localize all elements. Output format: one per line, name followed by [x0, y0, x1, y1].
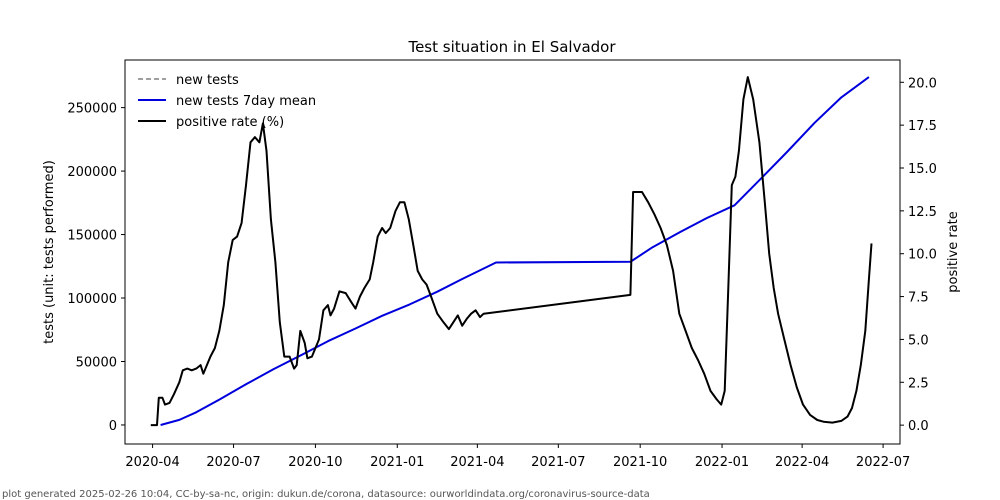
y-right-tick-label: 2.5	[908, 376, 929, 391]
legend-label: positive rate (%)	[176, 115, 284, 130]
x-tick-label: 2020-07	[206, 455, 260, 470]
y-tick-label: 150000	[67, 229, 117, 244]
footer-note: plot generated 2025-02-26 10:04, CC-by-s…	[2, 489, 650, 500]
y-tick-label: 100000	[67, 292, 117, 307]
series-line-2	[150, 76, 873, 427]
y-right-tick-label: 17.5	[908, 119, 937, 134]
x-tick-label: 2022-01	[695, 455, 749, 470]
plot-frame	[124, 59, 901, 445]
y-axis: 0 50000 100000 150000 200000 250000	[67, 102, 125, 434]
x-tick-label: 2021-04	[450, 455, 504, 470]
legend: new tests new tests 7day mean positive rat…	[138, 73, 316, 130]
series-layer	[150, 76, 873, 427]
y-right-tick-label: 12.5	[908, 205, 937, 220]
y-tick-label: 0	[109, 419, 117, 434]
y-right-tick-label: 5.0	[908, 333, 929, 348]
y-right-tick-label: 0.0	[908, 419, 929, 434]
y-right-tick-label: 7.5	[908, 291, 929, 306]
y-right-tick-label: 20.0	[908, 76, 937, 91]
chart-title: Test situation in El Salvador	[407, 38, 616, 56]
x-tick-label: 2020-04	[125, 455, 179, 470]
y-right-tick-label: 10.0	[908, 248, 937, 263]
x-axis: 2020-04 2020-07 2020-10 2021-01 2021-04 2021-…	[125, 444, 910, 470]
x-tick-label: 2021-10	[613, 455, 667, 470]
legend-label: new tests	[176, 73, 239, 88]
y-axis-right-label: positive rate	[946, 211, 961, 293]
y-tick-label: 200000	[67, 165, 117, 180]
x-tick-label: 2020-10	[288, 455, 342, 470]
y-right-tick-label: 15.0	[908, 162, 937, 177]
legend-label: new tests 7day mean	[176, 94, 316, 109]
x-tick-label: 2021-07	[531, 455, 585, 470]
y-axis-right: 0.0 2.5 5.0 7.5 10.0 12.5 15.0 17.5 20.0	[900, 76, 937, 434]
series-line-1	[160, 76, 870, 426]
x-tick-label: 2022-07	[856, 455, 910, 470]
y-tick-label: 50000	[76, 355, 117, 370]
x-tick-label: 2021-01	[370, 455, 424, 470]
y-axis-label: tests (unit: tests performed)	[42, 160, 57, 344]
y-tick-label: 250000	[67, 102, 117, 117]
x-tick-label: 2022-04	[775, 455, 829, 470]
